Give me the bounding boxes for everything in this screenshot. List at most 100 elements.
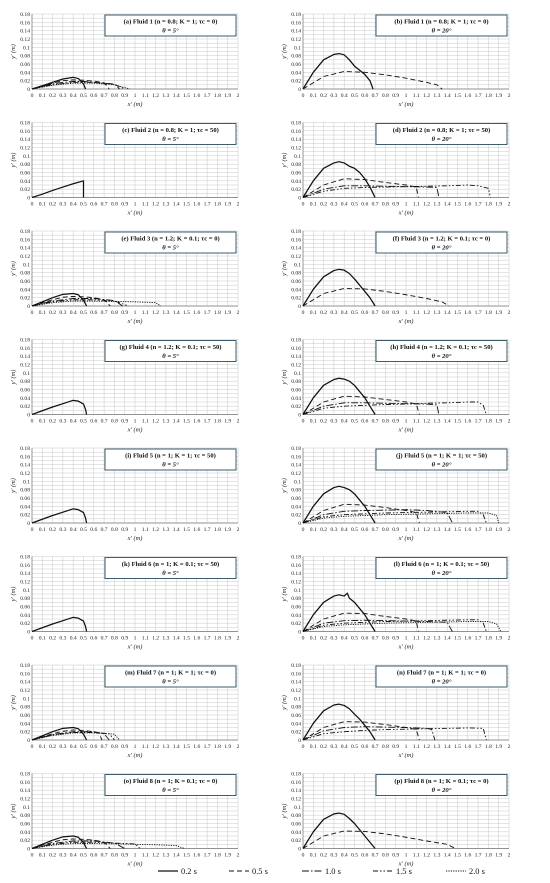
x-tick-label: 0.2 xyxy=(49,744,56,750)
series-line-1-0-ss xyxy=(302,726,436,741)
y-tick-label: 0.06 xyxy=(20,713,30,719)
y-tick-label: 0.1 xyxy=(294,371,301,377)
y-tick-label: 0.08 xyxy=(291,488,301,494)
y-tick-label: 0.02 xyxy=(291,404,301,410)
panel-subtitle: θ = 20° xyxy=(432,462,452,469)
y-tick-label: 0.06 xyxy=(291,171,301,177)
x-tick-label: 1.8 xyxy=(214,202,221,208)
x-tick-label: 1.5 xyxy=(183,419,190,425)
panel-title-box xyxy=(104,774,237,796)
y-tick-label: 0.1 xyxy=(294,479,301,485)
x-tick-label: 0.5 xyxy=(80,636,87,642)
y-tick-label: 0.12 xyxy=(291,797,301,803)
y-tick-label: 0.04 xyxy=(291,613,301,619)
y-tick-label: 0.08 xyxy=(20,379,30,385)
x-tick-label: 1 xyxy=(405,853,408,859)
x-tick-label: 1.9 xyxy=(224,853,231,859)
y-tick-label: 0.06 xyxy=(291,822,301,828)
x-tick-label: 1.4 xyxy=(444,93,451,99)
x-tick-label: 0.3 xyxy=(59,527,66,533)
y-tick-label: 0.18 xyxy=(20,121,30,127)
x-tick-label: 0.2 xyxy=(320,636,327,642)
panel-subtitle: θ = 5° xyxy=(162,679,179,686)
panel-title: (d) Fluid 2 (n = 0.8; K = 1; τc = 50) xyxy=(393,127,490,134)
x-tick-label: 1.6 xyxy=(193,93,200,99)
panel-subtitle: θ = 5° xyxy=(162,462,179,469)
x-tick-label: 1.1 xyxy=(413,419,420,425)
x-tick-label: 1.9 xyxy=(224,202,231,208)
x-tick-label: 1.9 xyxy=(224,636,231,642)
x-tick-label: 1.6 xyxy=(464,310,471,316)
y-tick-label: 0.02 xyxy=(20,730,30,736)
x-tick-label: 1.8 xyxy=(485,419,492,425)
panel-subtitle: θ = 20° xyxy=(432,136,452,143)
chart-panel: 00.020.040.060.080.10.120.140.160.180 0.1… xyxy=(281,446,511,542)
series-line-0-2-ss xyxy=(31,292,88,307)
series-line-2-0-ss xyxy=(31,843,185,849)
x-tick-label: 1.9 xyxy=(495,202,502,208)
panel-title: (j) Fluid 5 (n = 1; K = 1; τc = 50) xyxy=(396,453,487,460)
x-tick-label: 0.9 xyxy=(121,419,128,425)
x-tick-label: 0.7 xyxy=(372,419,379,425)
y-tick-label: 0.18 xyxy=(20,229,30,235)
x-tick-label: 1.3 xyxy=(162,527,169,533)
x-axis-title: x' (m) xyxy=(398,644,414,651)
x-tick-label: 1.7 xyxy=(204,202,211,208)
y-tick-label: 0.12 xyxy=(20,471,30,477)
grid xyxy=(302,773,510,849)
x-axis-title: x' (m) xyxy=(398,427,414,434)
x-tick-label: 0.7 xyxy=(101,202,108,208)
x-tick-label: 0.2 xyxy=(49,853,56,859)
x-tick-label: 1.5 xyxy=(454,93,461,99)
legend: 0.2 s 0.5 s 1.0 s 1.5 s 2.0 s xyxy=(158,867,485,876)
x-tick-label: 1.9 xyxy=(495,93,502,99)
x-axis-title: x' (m) xyxy=(127,101,143,108)
x-tick-label: 0.7 xyxy=(101,527,108,533)
x-tick-label: 0.5 xyxy=(351,636,358,642)
x-tick-label: 1.1 xyxy=(142,527,149,533)
y-tick-label: 0.12 xyxy=(291,254,301,260)
panel-title-box xyxy=(104,665,237,688)
series-line-2-0-ss xyxy=(31,82,130,90)
y-tick-label: 0.02 xyxy=(291,730,301,736)
x-tick-label: 0.8 xyxy=(382,853,389,859)
x-tick-label: 0.6 xyxy=(361,527,368,533)
x-tick-label: 0.7 xyxy=(372,744,379,750)
x-tick-label: 0 xyxy=(31,636,34,642)
x-tick-label: 0.8 xyxy=(111,93,118,99)
series-line-1-5-ss xyxy=(302,727,487,741)
y-tick-label: 0.02 xyxy=(291,187,301,193)
x-tick-label: 0.8 xyxy=(111,202,118,208)
panel-subtitle: θ = 20° xyxy=(432,28,452,35)
x-tick-label: 2 xyxy=(237,419,240,425)
x-tick-label: 1.1 xyxy=(142,744,149,750)
y-tick-label: 0.08 xyxy=(20,488,30,494)
y-tick-label: 0.14 xyxy=(291,354,301,360)
series-line-0-5-ss xyxy=(31,295,111,307)
y-tick-label: 0.08 xyxy=(291,54,301,60)
y-tick-label: 0.12 xyxy=(291,37,301,43)
x-tick-label: 1 xyxy=(405,636,408,642)
x-tick-label: 0.5 xyxy=(351,744,358,750)
x-tick-label: 0.2 xyxy=(320,202,327,208)
x-tick-label: 2 xyxy=(508,636,511,642)
y-axis-title: y' (m) xyxy=(10,153,17,169)
series-line-0-5-ss xyxy=(302,288,450,307)
y-tick-label: 0.04 xyxy=(20,721,30,727)
x-tick-label: 2 xyxy=(508,93,511,99)
y-tick-label: 0.14 xyxy=(291,680,301,686)
x-tick-label: 1.9 xyxy=(224,310,231,316)
x-tick-label: 2 xyxy=(508,744,511,750)
y-tick-label: 0.08 xyxy=(20,596,30,602)
x-axis-title: x' (m) xyxy=(398,101,414,108)
x-tick-label: 1.4 xyxy=(173,93,180,99)
x-tick-label: 0.7 xyxy=(101,744,108,750)
x-tick-label: 0.1 xyxy=(39,853,46,859)
x-tick-label: 0.1 xyxy=(310,93,317,99)
x-tick-label: 1.4 xyxy=(173,527,180,533)
x-tick-label: 0.6 xyxy=(361,419,368,425)
x-tick-label: 1.1 xyxy=(142,419,149,425)
x-tick-label: 2 xyxy=(508,202,511,208)
y-tick-label: 0.1 xyxy=(294,696,301,702)
y-tick-label: 0.02 xyxy=(291,838,301,844)
